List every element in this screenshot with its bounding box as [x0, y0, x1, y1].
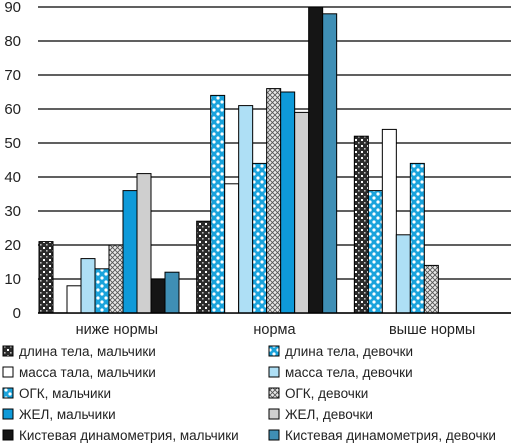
bar	[122, 190, 138, 314]
y-tick-label: 60	[4, 101, 21, 118]
bar	[280, 91, 296, 314]
y-tick-label: 40	[4, 169, 21, 186]
legend-swatch	[268, 366, 280, 378]
bar	[423, 264, 439, 314]
legend-swatch	[2, 366, 14, 378]
legend-label: длина тела, девочки	[285, 344, 413, 359]
bar	[266, 88, 282, 314]
bar	[322, 13, 338, 314]
legend-swatch	[2, 387, 14, 399]
bar	[38, 241, 54, 314]
legend-swatch	[268, 408, 280, 420]
y-tick-label: 10	[4, 271, 21, 288]
legend-label: ОГК, девочки	[285, 386, 368, 401]
legend-label: Кистевая динамометрия, девочки	[285, 428, 496, 443]
bar	[294, 111, 310, 314]
legend-swatch	[2, 429, 14, 441]
bar	[224, 183, 240, 314]
bar	[80, 258, 96, 314]
y-tick-label: 50	[4, 135, 21, 152]
bar	[150, 278, 166, 314]
bar	[381, 128, 397, 314]
legend-swatch	[268, 345, 280, 357]
legend-swatch	[268, 387, 280, 399]
y-tick-label: 90	[4, 0, 21, 16]
bar	[108, 244, 124, 314]
legend-swatch	[2, 345, 14, 357]
y-tick-label: 20	[4, 237, 21, 254]
y-tick-label: 0	[13, 305, 21, 322]
y-tick-label: 70	[4, 67, 21, 84]
bar	[409, 162, 425, 314]
y-tick-label: 80	[4, 33, 21, 50]
legend-label: Кистевая динамометрия, мальчики	[19, 428, 239, 443]
legend-label: масса тела, девочки	[285, 365, 413, 380]
y-tick-label: 30	[4, 203, 21, 220]
bar	[252, 162, 268, 314]
bar	[395, 234, 411, 314]
bar	[196, 220, 212, 314]
legend-label: ЖЕЛ, мальчики	[19, 407, 116, 422]
legend-label: длина тела, мальчики	[19, 344, 156, 359]
x-tick-label: выше нормы	[389, 322, 475, 338]
legend-swatch	[2, 408, 14, 420]
bar	[164, 271, 180, 314]
legend-label: масса тала, мальчики	[19, 365, 156, 380]
bar	[367, 190, 383, 314]
bar	[238, 105, 254, 314]
legend-label: ОГК, мальчики	[19, 386, 111, 401]
bar	[210, 94, 226, 314]
bar	[353, 135, 369, 314]
x-tick-label: ниже нормы	[76, 322, 158, 338]
x-tick-label: норма	[253, 322, 296, 338]
bar	[94, 268, 110, 314]
bar	[308, 6, 324, 314]
bar	[136, 173, 152, 314]
legend-swatch	[268, 429, 280, 441]
legend-label: ЖЕЛ, девочки	[285, 407, 373, 422]
bar	[66, 285, 82, 314]
